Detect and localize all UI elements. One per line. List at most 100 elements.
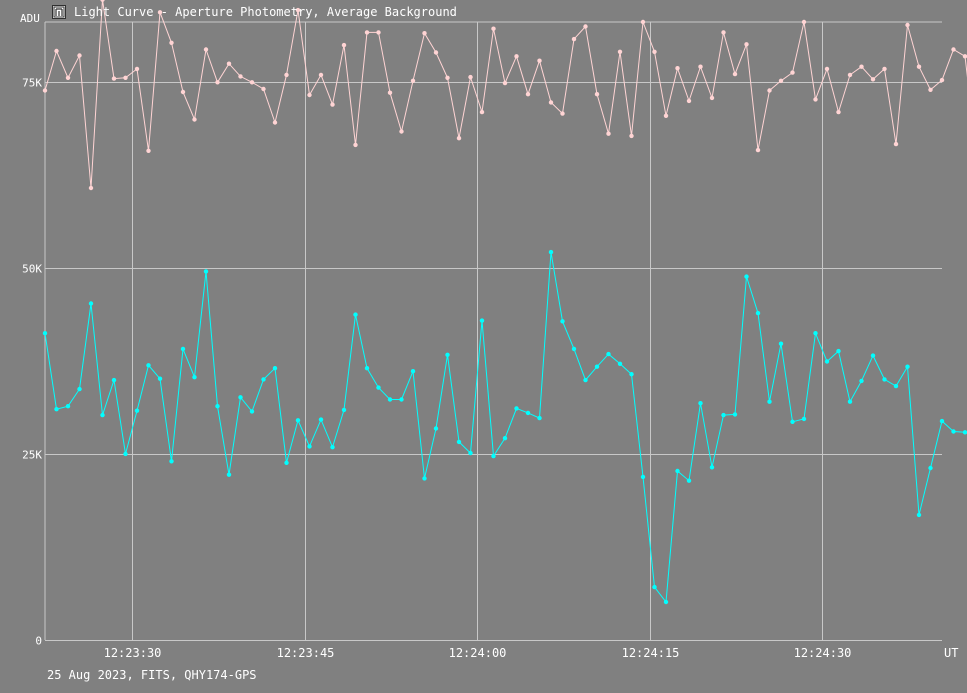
top-series-point bbox=[905, 22, 910, 28]
bottom-series-point bbox=[744, 274, 749, 279]
top-series-point bbox=[514, 54, 519, 59]
top-series-point bbox=[192, 117, 197, 122]
bottom-series-point bbox=[939, 418, 945, 424]
top-series-point bbox=[226, 61, 232, 66]
top-series-point bbox=[663, 113, 669, 119]
top-series-point bbox=[652, 49, 657, 54]
bottom-series-point bbox=[295, 418, 301, 423]
top-series-point bbox=[169, 40, 174, 45]
bottom-series-point bbox=[65, 404, 71, 409]
bottom-series-point bbox=[859, 378, 864, 384]
bottom-series-point bbox=[824, 359, 830, 364]
bottom-series-point bbox=[928, 465, 933, 471]
top-series-point bbox=[583, 24, 588, 29]
window-title: Light Curve - Aperture Photometry, Avera… bbox=[74, 5, 457, 19]
top-series-point bbox=[951, 47, 956, 52]
window-title-bar: Light Curve - Aperture Photometry, Avera… bbox=[52, 3, 457, 21]
top-series-point bbox=[433, 50, 439, 55]
top-series-point bbox=[272, 120, 278, 125]
bottom-series-point bbox=[203, 269, 209, 274]
bottom-series-point bbox=[560, 319, 565, 324]
top-series-point bbox=[307, 92, 312, 98]
top-series-point bbox=[456, 136, 462, 141]
top-series-point bbox=[709, 95, 715, 101]
bottom-series-point bbox=[537, 415, 542, 421]
bottom-series-point bbox=[732, 412, 738, 417]
bottom-series-point bbox=[594, 364, 600, 369]
bottom-series-point bbox=[813, 331, 818, 336]
top-series-point bbox=[560, 111, 565, 116]
bottom-series-point bbox=[606, 351, 611, 357]
top-series-point bbox=[617, 49, 623, 54]
top-series-point bbox=[180, 89, 186, 95]
y-tick-label: 75K bbox=[22, 77, 42, 90]
bottom-series-point bbox=[721, 412, 726, 418]
top-series-point bbox=[606, 131, 611, 136]
bottom-series-point bbox=[709, 465, 715, 470]
top-series-point bbox=[399, 129, 404, 134]
top-series-point bbox=[445, 75, 450, 81]
bottom-series-point bbox=[123, 451, 128, 457]
bottom-series-point bbox=[284, 460, 289, 465]
top-series-point bbox=[123, 75, 128, 81]
bottom-series-point bbox=[790, 419, 795, 424]
bottom-series-point bbox=[801, 416, 807, 422]
top-series-point bbox=[859, 64, 864, 69]
top-series-point bbox=[548, 100, 554, 105]
bottom-series-point bbox=[318, 417, 324, 422]
top-series-point bbox=[537, 58, 542, 63]
top-series bbox=[42, 0, 967, 191]
bottom-series-point bbox=[353, 312, 358, 317]
top-series-point bbox=[364, 30, 370, 35]
bottom-series-point bbox=[583, 377, 588, 383]
bottom-series-point bbox=[479, 318, 485, 323]
bottom-series-point bbox=[548, 249, 554, 255]
bottom-series-point bbox=[54, 407, 59, 412]
bottom-series-point bbox=[399, 397, 404, 402]
bottom-series-point bbox=[445, 352, 450, 357]
bottom-series-point bbox=[111, 377, 117, 383]
bottom-series-line bbox=[44, 252, 967, 604]
x-axis-label: UT bbox=[944, 646, 958, 660]
bottom-series-point bbox=[870, 353, 876, 358]
top-series-point bbox=[790, 70, 795, 75]
bottom-series-point bbox=[916, 512, 922, 518]
top-series-point bbox=[928, 87, 933, 93]
top-series-point bbox=[387, 90, 393, 95]
bottom-series-point bbox=[330, 445, 335, 450]
top-series-point bbox=[65, 75, 71, 81]
bottom-series-point bbox=[893, 383, 899, 389]
top-series-point bbox=[916, 64, 922, 69]
top-series-point bbox=[100, 0, 105, 2]
top-series-point bbox=[295, 7, 301, 13]
x-tick-label: 12:23:30 bbox=[104, 646, 162, 660]
bottom-series-point bbox=[629, 372, 634, 377]
bottom-series-point bbox=[663, 599, 669, 605]
top-series-point bbox=[721, 30, 726, 35]
x-tick-label: 12:24:30 bbox=[794, 646, 852, 660]
bottom-series-point bbox=[905, 364, 910, 369]
y-tick-label: 25K bbox=[22, 449, 42, 462]
top-series-point bbox=[54, 48, 59, 54]
top-series-point bbox=[491, 26, 496, 31]
bottom-series-point bbox=[215, 404, 220, 409]
x-tick-label: 12:23:45 bbox=[277, 646, 335, 660]
bottom-series-point bbox=[238, 395, 243, 400]
light-curve-app-icon[interactable] bbox=[52, 5, 66, 19]
bottom-series-point bbox=[468, 450, 473, 456]
bottom-series-point bbox=[951, 429, 956, 434]
top-series-point bbox=[962, 54, 967, 59]
top-series-point bbox=[249, 80, 255, 85]
top-series-point bbox=[525, 92, 531, 97]
series-layer bbox=[42, 0, 967, 605]
top-series-point bbox=[410, 78, 416, 84]
bottom-series-point bbox=[42, 331, 48, 336]
bottom-series-point bbox=[571, 346, 577, 352]
top-series-point bbox=[203, 47, 209, 52]
top-series-point bbox=[353, 142, 358, 148]
top-series-point bbox=[318, 72, 324, 78]
top-series-point bbox=[893, 141, 899, 147]
top-series-point bbox=[778, 78, 784, 84]
bottom-series-point bbox=[387, 397, 393, 402]
